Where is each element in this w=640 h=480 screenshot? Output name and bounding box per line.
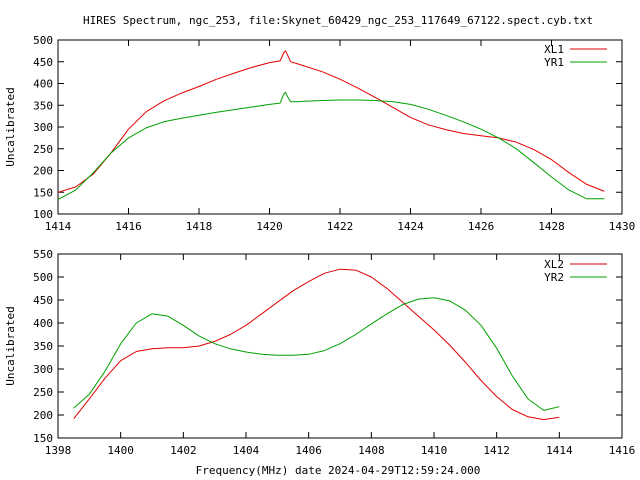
top-xtick-label: 1418 xyxy=(186,220,213,233)
top-ytick-label: 400 xyxy=(33,78,53,91)
bottom-xtick-label: 1410 xyxy=(421,444,448,457)
top-ytick-label: 200 xyxy=(33,165,53,178)
bottom-series-yr2-line xyxy=(73,297,560,411)
bottom-legend-label-2: YR2 xyxy=(544,271,564,284)
bottom-ytick-label: 350 xyxy=(33,340,53,353)
top-plot-frame xyxy=(57,39,623,215)
bottom-xtick-label: 1402 xyxy=(170,444,197,457)
top-xtick-label: 1420 xyxy=(256,220,283,233)
bottom-ytick-label: 250 xyxy=(33,386,53,399)
bottom-xtick-label: 1416 xyxy=(609,444,636,457)
top-series-xl1-line xyxy=(57,50,605,193)
top-xtick-label: 1414 xyxy=(45,220,72,233)
top-ytick-label: 150 xyxy=(33,186,53,199)
bottom-xtick-label: 1398 xyxy=(45,444,72,457)
top-ytick-label: 100 xyxy=(33,208,53,221)
bottom-ytick-label: 400 xyxy=(33,317,53,330)
bottom-xtick-label: 1404 xyxy=(233,444,260,457)
top-xtick-label: 1424 xyxy=(397,220,424,233)
bottom-series-xl2-line xyxy=(73,268,560,421)
top-panel: Uncalibrated XL1 YR1 1414 1416 1418 1420 142… xyxy=(4,34,635,233)
top-series-yr1-line xyxy=(57,91,605,201)
chart-title: HIRES Spectrum, ngc_253, file:Skynet_604… xyxy=(83,14,593,27)
top-legend-label-2: YR1 xyxy=(544,56,564,69)
top-xtick-label: 1416 xyxy=(115,220,142,233)
top-ytick-label: 250 xyxy=(33,143,53,156)
bottom-panel: Uncalibrated XL2 YR2 1398 1400 1402 1404 140… xyxy=(4,248,635,457)
bottom-ytick-label: 150 xyxy=(33,432,53,445)
bottom-xtick-label: 1400 xyxy=(107,444,134,457)
top-ytick-label: 450 xyxy=(33,56,53,69)
bottom-ytick-label: 200 xyxy=(33,409,53,422)
bottom-xtick-label: 1414 xyxy=(546,444,573,457)
bottom-legend-label-1: XL2 xyxy=(544,258,564,271)
bottom-ylabel: Uncalibrated xyxy=(4,306,17,385)
top-ytick-label: 500 xyxy=(33,34,53,47)
bottom-xtick-label: 1412 xyxy=(483,444,510,457)
top-xtick-label: 1426 xyxy=(468,220,495,233)
bottom-ytick-label: 550 xyxy=(33,248,53,261)
top-ylabel: Uncalibrated xyxy=(4,87,17,166)
top-ytick-label: 300 xyxy=(33,121,53,134)
bottom-ytick-label: 500 xyxy=(33,271,53,284)
top-xtick-label: 1422 xyxy=(327,220,354,233)
bottom-xtick-label: 1408 xyxy=(358,444,385,457)
top-legend-label-1: XL1 xyxy=(544,43,564,56)
top-xtick-label: 1430 xyxy=(609,220,636,233)
bottom-xtick-label: 1406 xyxy=(295,444,322,457)
top-ytick-label: 350 xyxy=(33,99,53,112)
x-axis-label: Frequency(MHz) date 2024-04-29T12:59:24.… xyxy=(196,464,481,477)
top-xtick-label: 1428 xyxy=(538,220,565,233)
bottom-ytick-label: 300 xyxy=(33,363,53,376)
bottom-plot-frame xyxy=(57,253,623,439)
bottom-ytick-label: 450 xyxy=(33,294,53,307)
